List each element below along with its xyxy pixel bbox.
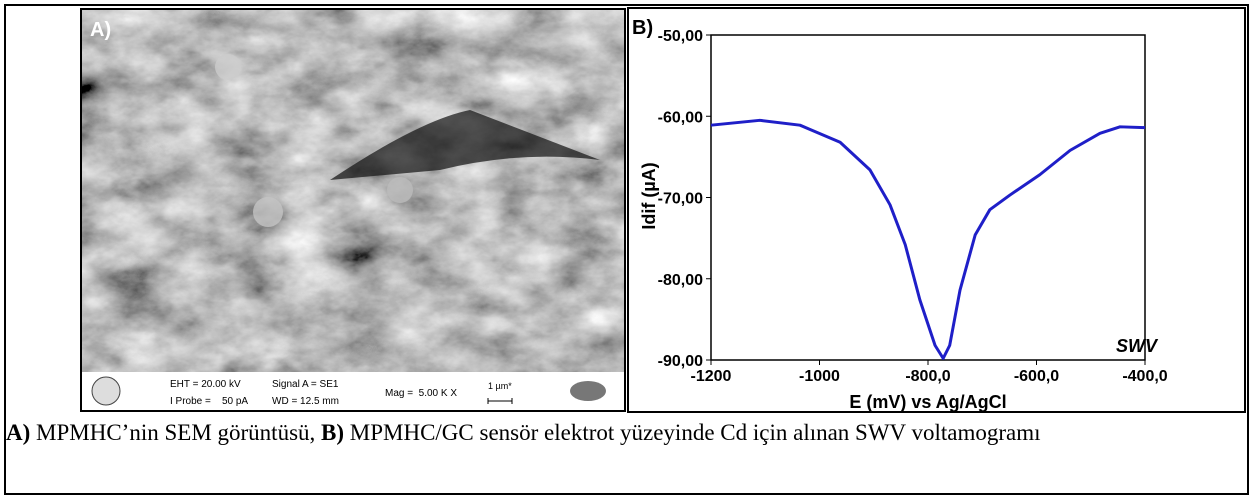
- x-axis-label: E (mV) vs Ag/AgCl: [849, 392, 1006, 412]
- x-tick-label: -400,0: [1122, 368, 1167, 385]
- y-tick-label: -70,00: [658, 191, 703, 208]
- plot-area: [711, 35, 1145, 360]
- y-axis-label: Idif (µA): [639, 162, 659, 229]
- x-tick-label: -600,0: [1014, 368, 1059, 385]
- caption-text: MPMHC/GC sensör elektrot yüzeyinde Cd iç…: [344, 420, 1041, 445]
- sem-logo: [570, 381, 606, 401]
- x-tick-label: -1200: [691, 368, 732, 385]
- sem-info: Signal A = SE1: [272, 379, 339, 390]
- figure: A) EHT = 20.00 kV I Probe = 50 pA Signal…: [0, 0, 1251, 416]
- sem-particle: [253, 197, 283, 227]
- y-tick-label: -60,00: [658, 109, 703, 126]
- sem-info: I Probe = 50 pA: [170, 396, 248, 407]
- caption-text: MPMHC’nin SEM görüntüsü,: [30, 420, 321, 445]
- data-line: [711, 120, 1145, 358]
- annotation: SWV: [1116, 336, 1159, 356]
- sem-info: WD = 12.5 mm: [272, 396, 339, 407]
- sem-image: [82, 10, 624, 372]
- sem-particle: [215, 54, 241, 80]
- y-tick-label: -50,00: [658, 28, 703, 45]
- panel-label: B): [632, 17, 653, 39]
- sem-info-bar: [82, 372, 624, 410]
- sem-info: EHT = 20.00 kV: [170, 379, 241, 390]
- sem-particle: [387, 177, 413, 203]
- sem-info: Mag = 5.00 K X: [385, 388, 457, 399]
- sem-logo: [92, 377, 120, 405]
- x-tick-label: -1000: [799, 368, 840, 385]
- y-tick-label: -80,00: [658, 272, 703, 289]
- panel-label: A): [90, 19, 111, 41]
- caption-label: A): [6, 420, 30, 445]
- x-tick-label: -800,0: [905, 368, 950, 385]
- caption: A) MPMHC’nin SEM görüntüsü, B) MPMHC/GC …: [6, 418, 1242, 448]
- sem-scale-label: 1 µm*: [488, 381, 512, 391]
- caption-label: B): [321, 420, 344, 445]
